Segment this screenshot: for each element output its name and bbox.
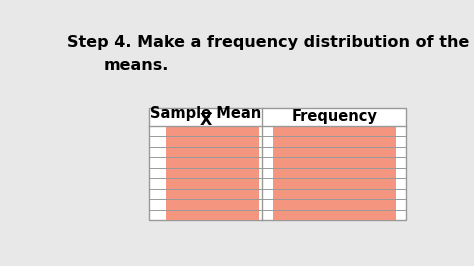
Bar xyxy=(273,126,396,219)
Text: X̅: X̅ xyxy=(200,113,212,128)
Bar xyxy=(166,126,259,219)
Text: Frequency: Frequency xyxy=(292,109,377,124)
Text: means.: means. xyxy=(103,57,169,73)
Bar xyxy=(149,108,406,220)
Text: Step 4. Make a frequency distribution of the sample: Step 4. Make a frequency distribution of… xyxy=(66,35,474,50)
Text: Sample Mean: Sample Mean xyxy=(150,106,262,121)
